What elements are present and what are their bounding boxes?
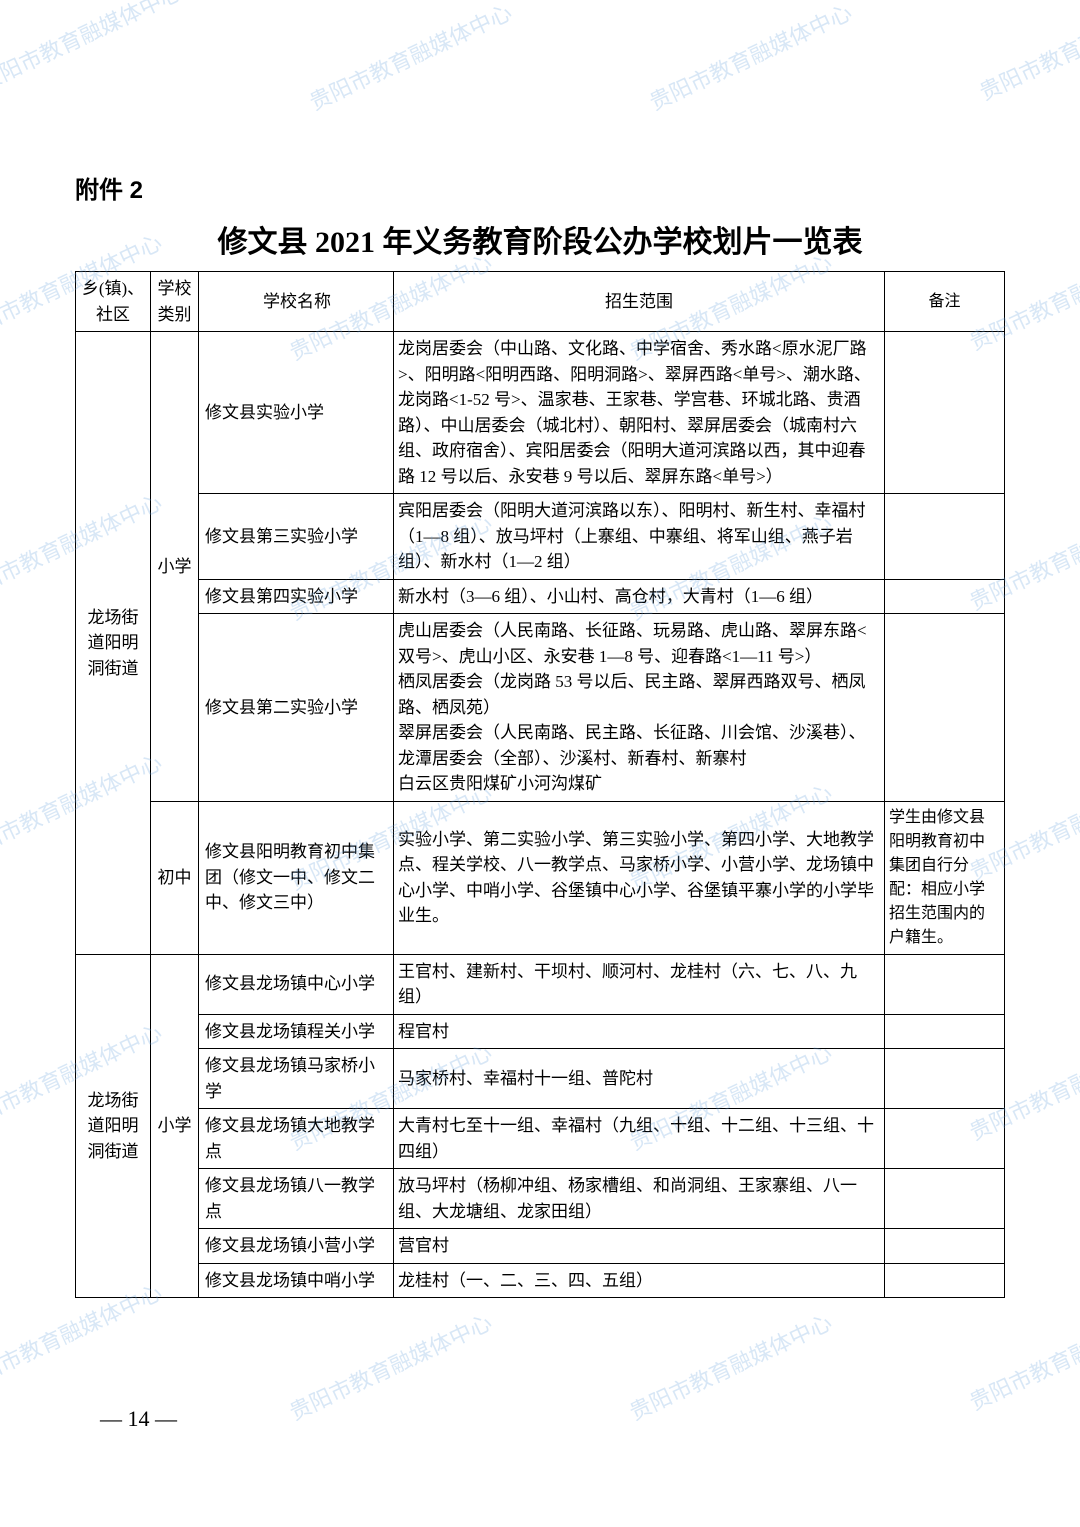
note-cell <box>885 1229 1005 1264</box>
note-cell <box>885 494 1005 580</box>
table-row: 初中 修文县阳明教育初中集团（修文一中、修文二中、修文三中） 实验小学、第二实验… <box>76 801 1005 954</box>
table-row: 龙场街道阳明洞街道 小学 修文县龙场镇中心小学 王官村、建新村、干坝村、顺河村、… <box>76 954 1005 1014</box>
district-cell: 龙场街道阳明洞街道 <box>76 954 151 1298</box>
note-cell <box>885 1169 1005 1229</box>
range-cell: 大青村七至十一组、幸福村（九组、十组、十二组、十三组、十四组） <box>394 1109 885 1169</box>
table-row: 修文县龙场镇马家桥小学 马家桥村、幸福村十一组、普陀村 <box>76 1049 1005 1109</box>
range-cell: 王官村、建新村、干坝村、顺河村、龙桂村（六、七、八、九组） <box>394 954 885 1014</box>
school-cell: 修文县实验小学 <box>199 332 394 494</box>
table-header-row: 乡(镇)、社区 学校类别 学校名称 招生范围 备注 <box>76 272 1005 332</box>
district-cell: 龙场街道阳明洞街道 <box>76 332 151 955</box>
school-cell: 修文县龙场镇大地教学点 <box>199 1109 394 1169</box>
note-cell <box>885 1109 1005 1169</box>
header-range: 招生范围 <box>394 272 885 332</box>
school-cell: 修文县龙场镇中心小学 <box>199 954 394 1014</box>
school-cell: 修文县阳明教育初中集团（修文一中、修文二中、修文三中） <box>199 801 394 954</box>
table-row: 修文县龙场镇中哨小学 龙桂村（一、二、三、四、五组） <box>76 1263 1005 1298</box>
range-cell: 宾阳居委会（阳明大道河滨路以东）、阳明村、新生村、幸福村（1—8 组）、放马坪村… <box>394 494 885 580</box>
table-row: 龙场街道阳明洞街道 小学 修文县实验小学 龙岗居委会（中山路、文化路、中学宿舍、… <box>76 332 1005 494</box>
watermark: 贵阳市教育融媒体中心 <box>964 1295 1080 1417</box>
range-cell: 程官村 <box>394 1014 885 1049</box>
header-district: 乡(镇)、社区 <box>76 272 151 332</box>
school-cell: 修文县第三实验小学 <box>199 494 394 580</box>
school-cell: 修文县第四实验小学 <box>199 579 394 614</box>
range-cell: 营官村 <box>394 1229 885 1264</box>
range-cell: 放马坪村（杨柳冲组、杨家槽组、和尚洞组、王家寨组、八一组、大龙塘组、龙家田组） <box>394 1169 885 1229</box>
note-cell <box>885 1014 1005 1049</box>
watermark: 贵阳市教育融媒体中心 <box>644 0 857 117</box>
school-cell: 修文县龙场镇马家桥小学 <box>199 1049 394 1109</box>
level-cell: 初中 <box>151 801 199 954</box>
school-cell: 修文县龙场镇中哨小学 <box>199 1263 394 1298</box>
level-cell: 小学 <box>151 954 199 1298</box>
table-row: 修文县第二实验小学 虎山居委会（人民南路、长征路、玩易路、虎山路、翠屏东路<双号… <box>76 614 1005 802</box>
range-cell: 龙岗居委会（中山路、文化路、中学宿舍、秀水路<原水泥厂路>、阳明路<阳明西路、阳… <box>394 332 885 494</box>
level-cell: 小学 <box>151 332 199 802</box>
page-title: 修文县 2021 年义务教育阶段公办学校划片一览表 <box>75 217 1005 261</box>
header-level: 学校类别 <box>151 272 199 332</box>
table-row: 修文县龙场镇大地教学点 大青村七至十一组、幸福村（九组、十组、十二组、十三组、十… <box>76 1109 1005 1169</box>
note-cell <box>885 332 1005 494</box>
header-school: 学校名称 <box>199 272 394 332</box>
note-cell <box>885 579 1005 614</box>
table-row: 修文县龙场镇八一教学点 放马坪村（杨柳冲组、杨家槽组、和尚洞组、王家寨组、八一组… <box>76 1169 1005 1229</box>
table-row: 修文县龙场镇程关小学 程官村 <box>76 1014 1005 1049</box>
range-cell: 新水村（3—6 组）、小山村、高仓村，大青村（1—6 组） <box>394 579 885 614</box>
attachment-label: 附件 2 <box>75 170 1005 205</box>
range-cell: 实验小学、第二实验小学、第三实验小学、第四小学、大地教学点、程关学校、八一教学点… <box>394 801 885 954</box>
watermark: 贵阳市教育融媒体中心 <box>304 0 517 117</box>
school-cell: 修文县龙场镇小营小学 <box>199 1229 394 1264</box>
table-row: 修文县龙场镇小营小学 营官村 <box>76 1229 1005 1264</box>
school-table: 乡(镇)、社区 学校类别 学校名称 招生范围 备注 龙场街道阳明洞街道 小学 修… <box>75 271 1005 1298</box>
range-cell: 马家桥村、幸福村十一组、普陀村 <box>394 1049 885 1109</box>
note-cell <box>885 614 1005 802</box>
header-note: 备注 <box>885 272 1005 332</box>
watermark: 贵阳市教育融媒体中心 <box>0 0 186 97</box>
note-cell <box>885 954 1005 1014</box>
watermark: 贵阳市教育融媒体中心 <box>974 0 1080 107</box>
school-cell: 修文县第二实验小学 <box>199 614 394 802</box>
table-row: 修文县第四实验小学 新水村（3—6 组）、小山村、高仓村，大青村（1—6 组） <box>76 579 1005 614</box>
note-cell: 学生由修文县阳明教育初中集团自行分配：相应小学招生范围内的户籍生。 <box>885 801 1005 954</box>
note-cell <box>885 1263 1005 1298</box>
watermark: 贵阳市教育融媒体中心 <box>624 1305 837 1427</box>
range-cell: 虎山居委会（人民南路、长征路、玩易路、虎山路、翠屏东路<双号>、虎山小区、永安巷… <box>394 614 885 802</box>
school-cell: 修文县龙场镇八一教学点 <box>199 1169 394 1229</box>
school-cell: 修文县龙场镇程关小学 <box>199 1014 394 1049</box>
range-cell: 龙桂村（一、二、三、四、五组） <box>394 1263 885 1298</box>
watermark: 贵阳市教育融媒体中心 <box>284 1305 497 1427</box>
page-number: — 14 — <box>100 1406 177 1432</box>
note-cell <box>885 1049 1005 1109</box>
table-row: 修文县第三实验小学 宾阳居委会（阳明大道河滨路以东）、阳明村、新生村、幸福村（1… <box>76 494 1005 580</box>
